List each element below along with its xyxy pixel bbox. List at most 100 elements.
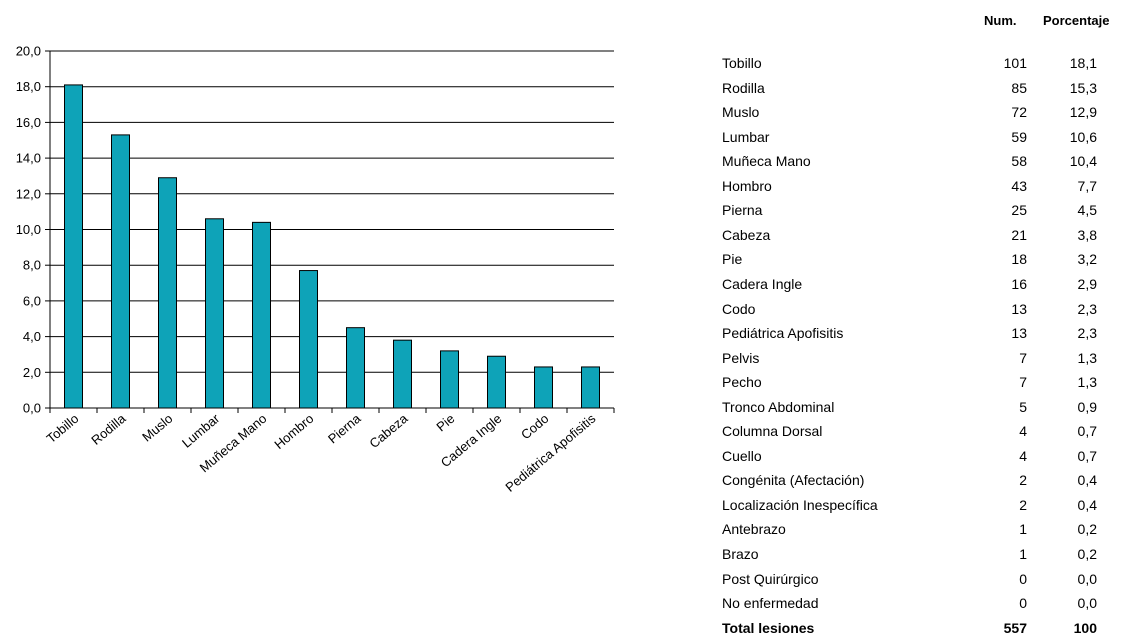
row-count: 25 bbox=[1011, 202, 1027, 219]
row-count: 85 bbox=[1011, 79, 1027, 96]
row-name: Pie bbox=[722, 251, 743, 268]
bars bbox=[64, 84, 600, 409]
row-count: 4 bbox=[1019, 447, 1027, 464]
y-tick-label: 16,0 bbox=[16, 115, 41, 130]
bar bbox=[64, 84, 83, 409]
row-count: 72 bbox=[1011, 104, 1027, 121]
row-name: Rodilla bbox=[722, 79, 765, 96]
row-count: 59 bbox=[1011, 128, 1027, 145]
row-percent: 2,3 bbox=[1077, 325, 1097, 342]
x-tick-label: Rodilla bbox=[88, 410, 129, 448]
row-percent: 0,7 bbox=[1077, 447, 1097, 464]
row-count: 5 bbox=[1019, 398, 1027, 415]
table-row: Pelvis 7 1,3 bbox=[712, 350, 1130, 372]
row-count: 0 bbox=[1019, 570, 1027, 587]
bar bbox=[534, 366, 553, 409]
y-tick-label: 10,0 bbox=[16, 222, 41, 237]
table-row: Pierna 25 4,5 bbox=[712, 202, 1130, 224]
row-name: Brazo bbox=[722, 546, 759, 562]
row-name: Lumbar bbox=[722, 128, 770, 145]
row-percent: 0,4 bbox=[1077, 472, 1097, 489]
row-percent: 3,2 bbox=[1077, 251, 1097, 268]
row-name: Cabeza bbox=[722, 226, 771, 243]
x-tick-label: Pie bbox=[433, 411, 457, 435]
row-name: Codo bbox=[722, 300, 756, 317]
bar bbox=[346, 327, 365, 409]
x-tick-label: Cabeza bbox=[366, 410, 411, 451]
table-row: Pie 18 3,2 bbox=[712, 251, 1130, 273]
x-tick-label: Pierna bbox=[325, 410, 364, 446]
row-percent: 12,9 bbox=[1069, 104, 1097, 121]
bar bbox=[158, 177, 177, 409]
y-tick-label: 14,0 bbox=[16, 151, 41, 166]
row-count: 58 bbox=[1011, 153, 1027, 170]
table-row: Muñeca Mano 58 10,4 bbox=[712, 153, 1130, 175]
row-name: Tobillo bbox=[722, 55, 762, 71]
row-percent: 0,9 bbox=[1077, 398, 1097, 415]
row-count: 2 bbox=[1019, 496, 1027, 513]
y-tick-labels: 0,0 2,0 4,0 6,0 8,0 10,0 12,0 14,0 16,0 18,0 20,0 bbox=[16, 44, 41, 416]
table-row: Columna Dorsal 4 0,7 bbox=[712, 423, 1130, 445]
row-count: 7 bbox=[1019, 349, 1027, 366]
table-row: Pecho 7 1,3 bbox=[712, 374, 1130, 396]
percent-column-header: Porcentaje bbox=[1043, 13, 1110, 28]
row-count: 4 bbox=[1019, 423, 1027, 440]
row-name: Post Quirúrgico bbox=[722, 570, 819, 587]
row-percent: 18,1 bbox=[1069, 55, 1097, 71]
row-count: 2 bbox=[1019, 472, 1027, 489]
bar-chart: 0,02,04,06,08,010,012,014,016,018,020,0 … bbox=[16, 44, 615, 495]
row-count: 13 bbox=[1011, 325, 1027, 342]
bar bbox=[252, 221, 271, 409]
row-percent: 0,2 bbox=[1077, 546, 1097, 562]
x-tick-label: Lumbar bbox=[179, 410, 223, 450]
table-row: Cadera Ingle 16 2,9 bbox=[712, 276, 1130, 298]
row-name: Hombro bbox=[722, 177, 772, 194]
row-percent: 10,4 bbox=[1069, 153, 1097, 170]
table-row: Tobillo 101 18,1 bbox=[712, 55, 1130, 77]
y-tick-label: 8,0 bbox=[23, 258, 41, 273]
y-tick-label: 4,0 bbox=[23, 329, 41, 344]
row-name: Pediátrica Apofisitis bbox=[722, 325, 844, 342]
x-tick-label: Hombro bbox=[271, 411, 316, 452]
table-total-row: Total lesiones 557 100 bbox=[712, 620, 1130, 642]
row-name: Muslo bbox=[722, 104, 760, 121]
num-column-header: Num. bbox=[984, 13, 1017, 28]
row-count: 1 bbox=[1019, 546, 1027, 562]
table-row: Antebrazo 1 0,2 bbox=[712, 521, 1130, 543]
table-row: Brazo 1 0,2 bbox=[712, 546, 1130, 568]
table-row: Pediátrica Apofisitis 13 2,3 bbox=[712, 325, 1130, 347]
row-count: 16 bbox=[1011, 275, 1027, 292]
x-tick-label: Codo bbox=[518, 411, 551, 442]
bar bbox=[111, 134, 130, 409]
row-count: 7 bbox=[1019, 374, 1027, 391]
bar bbox=[487, 355, 506, 409]
row-percent: 2,9 bbox=[1077, 275, 1097, 292]
table-row: No enfermedad 0 0,0 bbox=[712, 595, 1130, 617]
bar bbox=[205, 218, 224, 409]
row-name: Pecho bbox=[722, 374, 762, 391]
x-tick-label: Muslo bbox=[139, 411, 175, 445]
table-row: Muslo 72 12,9 bbox=[712, 104, 1130, 126]
row-count: 0 bbox=[1019, 595, 1027, 612]
row-count: 21 bbox=[1011, 226, 1027, 243]
row-count: 557 bbox=[1003, 619, 1027, 636]
row-name: Pelvis bbox=[722, 349, 760, 366]
table-row: Hombro 43 7,7 bbox=[712, 178, 1130, 200]
row-name: Pierna bbox=[722, 202, 763, 219]
row-percent: 0,0 bbox=[1077, 595, 1097, 612]
row-percent: 15,3 bbox=[1069, 79, 1097, 96]
bar bbox=[393, 339, 412, 409]
row-name: Total lesiones bbox=[722, 619, 815, 636]
row-percent: 0,0 bbox=[1077, 570, 1097, 587]
y-tick-label: 0,0 bbox=[23, 401, 41, 416]
axes bbox=[45, 50, 615, 413]
injury-table: Num. Porcentaje Tobillo 101 18,1 Rodilla 85 1… bbox=[712, 0, 1130, 636]
row-name: Muñeca Mano bbox=[722, 153, 811, 170]
row-percent: 10,6 bbox=[1069, 128, 1097, 145]
row-percent: 1,3 bbox=[1077, 374, 1097, 391]
table-row: Localización Inespecífica 2 0,4 bbox=[712, 497, 1130, 519]
table-row: Post Quirúrgico 0 0,0 bbox=[712, 571, 1130, 593]
y-tick-label: 12,0 bbox=[16, 186, 41, 201]
row-percent: 0,7 bbox=[1077, 423, 1097, 440]
